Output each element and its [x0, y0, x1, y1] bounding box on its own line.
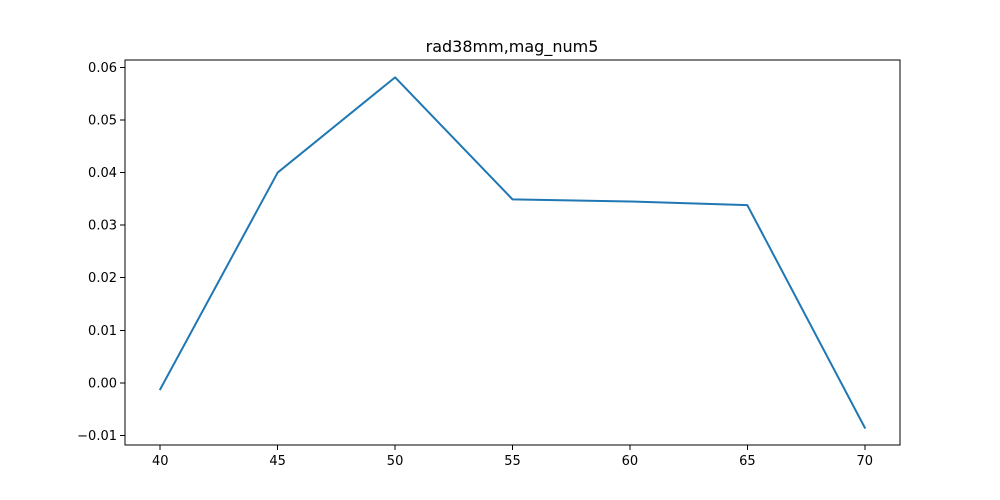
y-tick-label: 0.02: [88, 271, 117, 286]
x-tick-label: 50: [387, 454, 404, 469]
x-tick-label: 70: [856, 454, 873, 469]
x-tick-label: 40: [152, 454, 169, 469]
series-line-0: [158, 76, 867, 429]
plot-area-frame: [124, 59, 901, 446]
series-layer: [158, 76, 867, 429]
x-tick-label: 60: [622, 454, 639, 469]
y-tick-label: −0.01: [77, 429, 117, 444]
y-tick-label: 0.03: [88, 219, 117, 234]
y-tick-label: 0.05: [88, 113, 117, 128]
x-axis: 40 45 50 55 60 65 70: [152, 445, 873, 469]
y-tick-label: 0.06: [88, 61, 117, 76]
x-tick-label: 55: [504, 454, 521, 469]
y-tick-label: 0.01: [88, 324, 117, 339]
y-tick-label: 0.04: [88, 166, 117, 181]
chart-title: rad38mm,mag_num5: [426, 37, 599, 57]
x-tick-label: 45: [269, 454, 286, 469]
y-tick-label: 0.00: [88, 376, 117, 391]
y-axis: −0.01 0.00 0.01 0.02 0.03 0.04 0.05 0.06: [77, 61, 125, 444]
x-tick-label: 65: [739, 454, 756, 469]
